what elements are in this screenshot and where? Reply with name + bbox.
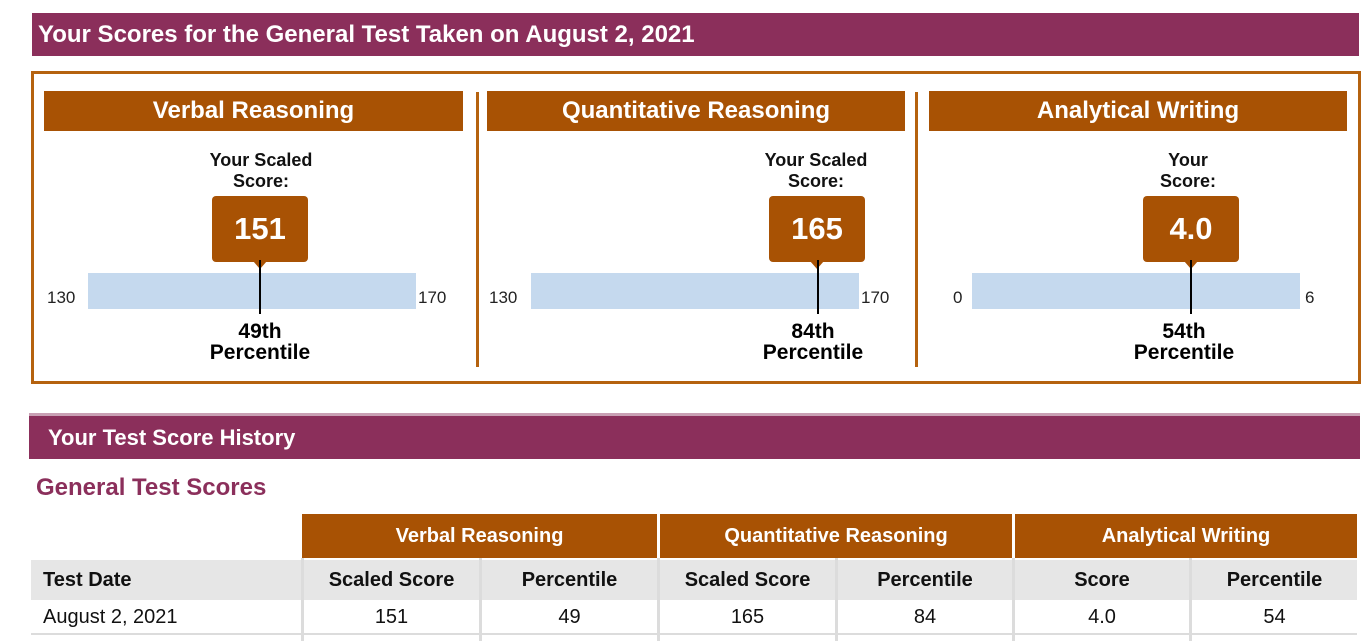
quant-header: Quantitative Reasoning — [487, 91, 905, 131]
quant-score-marker — [817, 260, 819, 314]
quant-score-bar — [531, 273, 859, 309]
table-group-writing: Analytical Writing — [1015, 514, 1357, 558]
column-header-test-date: Test Date — [31, 560, 301, 600]
writing-section: Analytical Writing Your Score: 4.0 0 6 5… — [918, 74, 1358, 387]
column-header-verbal-percentile: Percentile — [482, 560, 657, 600]
verbal-score-bar — [88, 273, 416, 309]
verbal-max-label: 170 — [418, 288, 447, 307]
quant-min-label: 130 — [489, 288, 518, 307]
column-divider — [1189, 558, 1192, 641]
section-divider — [476, 92, 479, 367]
column-divider — [479, 558, 482, 641]
section-divider — [915, 92, 918, 367]
quant-percentile: 84th Percentile — [762, 320, 864, 364]
writing-score-value: 4.0 — [1143, 196, 1239, 269]
verbal-score-label: Your Scaled Score: — [209, 150, 313, 191]
cell-quant-percentile: 84 — [838, 602, 1012, 635]
verbal-min-label: 130 — [47, 288, 76, 307]
table-group-quant: Quantitative Reasoning — [660, 514, 1012, 558]
quant-max-label: 170 — [861, 288, 890, 307]
cell-test-date: August 2, 2021 — [31, 602, 301, 635]
quant-section: Quantitative Reasoning Your Scaled Score… — [479, 74, 915, 387]
quant-score-label: Your Scaled Score: — [764, 150, 868, 191]
quant-score-value: 165 — [769, 196, 865, 269]
writing-score-label: Your Score: — [1159, 150, 1217, 191]
column-header-quant-percentile: Percentile — [838, 560, 1012, 600]
cell-writing-percentile: 54 — [1192, 602, 1357, 635]
scores-panel: Verbal Reasoning Your Scaled Score: 151 … — [31, 71, 1361, 384]
writing-min-label: 0 — [953, 288, 963, 307]
table-group-verbal: Verbal Reasoning — [302, 514, 657, 558]
column-divider — [1012, 558, 1015, 641]
page-title: Your Scores for the General Test Taken o… — [32, 13, 1359, 56]
writing-max-label: 6 — [1305, 288, 1315, 307]
cell-quant-scaled: 165 — [660, 602, 835, 635]
column-divider — [835, 558, 838, 641]
cell-verbal-percentile: 49 — [482, 602, 657, 635]
writing-percentile: 54th Percentile — [1133, 320, 1235, 364]
verbal-section: Verbal Reasoning Your Scaled Score: 151 … — [34, 74, 474, 387]
cell-verbal-scaled: 151 — [304, 602, 479, 635]
general-scores-title: General Test Scores — [36, 474, 267, 501]
column-header-writing-percentile: Percentile — [1192, 560, 1357, 600]
column-divider — [301, 558, 304, 641]
column-header-writing-score: Score — [1015, 560, 1189, 600]
writing-score-marker — [1190, 260, 1192, 314]
verbal-score-marker — [259, 260, 261, 314]
column-divider — [657, 558, 660, 641]
column-header-quant-scaled: Scaled Score — [660, 560, 835, 600]
verbal-score-value: 151 — [212, 196, 308, 269]
column-header-verbal-scaled: Scaled Score — [304, 560, 479, 600]
verbal-header: Verbal Reasoning — [44, 91, 463, 131]
writing-score-bar — [972, 273, 1300, 309]
cell-writing-score: 4.0 — [1015, 602, 1189, 635]
history-title: Your Test Score History — [29, 413, 1360, 459]
verbal-percentile: 49th Percentile — [209, 320, 311, 364]
writing-header: Analytical Writing — [929, 91, 1347, 131]
